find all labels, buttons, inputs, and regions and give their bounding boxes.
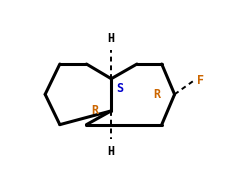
Text: R: R	[153, 88, 160, 101]
Text: R: R	[91, 104, 98, 117]
Text: F: F	[197, 73, 204, 87]
Text: H: H	[108, 32, 115, 45]
Text: H: H	[108, 145, 115, 158]
Text: S: S	[116, 82, 123, 95]
